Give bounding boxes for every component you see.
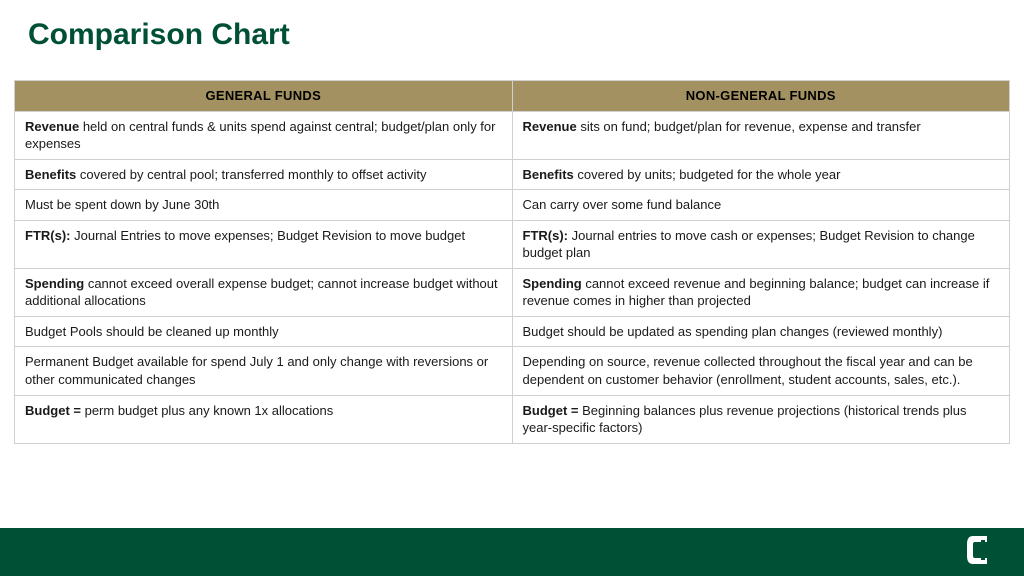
cell-text: perm budget plus any known 1x allocation…	[81, 403, 333, 418]
cell-text: Permanent Budget available for spend Jul…	[25, 354, 488, 387]
cell-lead-term: Revenue	[25, 119, 79, 134]
cell-nongeneral: Revenue sits on fund; budget/plan for re…	[512, 111, 1010, 159]
slide: { "title": "Comparison Chart", "title_co…	[0, 0, 1024, 576]
table-row: Must be spent down by June 30th Can carry…	[15, 190, 1010, 221]
cell-lead-term: Spending	[25, 276, 84, 291]
table-row: FTR(s): Journal Entries to move expenses…	[15, 220, 1010, 268]
cell-nongeneral: Depending on source, revenue collected t…	[512, 347, 1010, 395]
footer-bar	[0, 528, 1024, 576]
cell-lead-term: Spending	[523, 276, 582, 291]
cell-nongeneral: Budget should be updated as spending pla…	[512, 316, 1010, 347]
cell-text: held on central funds & units spend agai…	[25, 119, 495, 152]
cell-nongeneral: Benefits covered by units; budgeted for …	[512, 159, 1010, 190]
logo-icon	[958, 530, 1000, 570]
cell-lead-term: Budget =	[25, 403, 81, 418]
cell-lead-term: FTR(s):	[25, 228, 71, 243]
cell-text: Must be spent down by June 30th	[25, 197, 219, 212]
table-row: Permanent Budget available for spend Jul…	[15, 347, 1010, 395]
cell-nongeneral: Spending cannot exceed revenue and begin…	[512, 268, 1010, 316]
cell-general: Permanent Budget available for spend Jul…	[15, 347, 513, 395]
cell-general: Revenue held on central funds & units sp…	[15, 111, 513, 159]
cell-text: Beginning balances plus revenue projecti…	[523, 403, 967, 436]
col-header-general: GENERAL FUNDS	[15, 81, 513, 112]
cell-general: Must be spent down by June 30th	[15, 190, 513, 221]
cell-text: Journal Entries to move expenses; Budget…	[71, 228, 466, 243]
cell-text: Budget should be updated as spending pla…	[523, 324, 943, 339]
cell-general: Benefits covered by central pool; transf…	[15, 159, 513, 190]
cell-text: Depending on source, revenue collected t…	[523, 354, 973, 387]
table-row: Spending cannot exceed overall expense b…	[15, 268, 1010, 316]
cell-text: covered by central pool; transferred mon…	[76, 167, 426, 182]
table-row: Budget Pools should be cleaned up monthl…	[15, 316, 1010, 347]
comparison-table: GENERAL FUNDS NON-GENERAL FUNDS Revenue …	[14, 80, 1010, 444]
col-header-nongeneral: NON-GENERAL FUNDS	[512, 81, 1010, 112]
cell-text: cannot exceed revenue and beginning bala…	[523, 276, 990, 309]
table-row: Benefits covered by central pool; transf…	[15, 159, 1010, 190]
cell-text: cannot exceed overall expense budget; ca…	[25, 276, 498, 309]
table-header-row: GENERAL FUNDS NON-GENERAL FUNDS	[15, 81, 1010, 112]
page-title: Comparison Chart	[28, 18, 290, 52]
cell-lead-term: Benefits	[25, 167, 76, 182]
cell-lead-term: Revenue	[523, 119, 577, 134]
cell-text: Can carry over some fund balance	[523, 197, 722, 212]
cell-general: FTR(s): Journal Entries to move expenses…	[15, 220, 513, 268]
table-row: Budget = perm budget plus any known 1x a…	[15, 395, 1010, 443]
cell-text: Journal entries to move cash or expenses…	[523, 228, 975, 261]
cell-lead-term: FTR(s):	[523, 228, 569, 243]
comparison-table-container: GENERAL FUNDS NON-GENERAL FUNDS Revenue …	[14, 80, 1010, 444]
table-row: Revenue held on central funds & units sp…	[15, 111, 1010, 159]
cell-text: Budget Pools should be cleaned up monthl…	[25, 324, 279, 339]
cell-nongeneral: Can carry over some fund balance	[512, 190, 1010, 221]
cell-text: sits on fund; budget/plan for revenue, e…	[577, 119, 921, 134]
cell-nongeneral: FTR(s): Journal entries to move cash or …	[512, 220, 1010, 268]
cell-general: Budget = perm budget plus any known 1x a…	[15, 395, 513, 443]
cell-lead-term: Budget =	[523, 403, 579, 418]
cell-nongeneral: Budget = Beginning balances plus revenue…	[512, 395, 1010, 443]
cell-lead-term: Benefits	[523, 167, 574, 182]
cell-general: Spending cannot exceed overall expense b…	[15, 268, 513, 316]
cell-text: covered by units; budgeted for the whole…	[574, 167, 841, 182]
cell-general: Budget Pools should be cleaned up monthl…	[15, 316, 513, 347]
